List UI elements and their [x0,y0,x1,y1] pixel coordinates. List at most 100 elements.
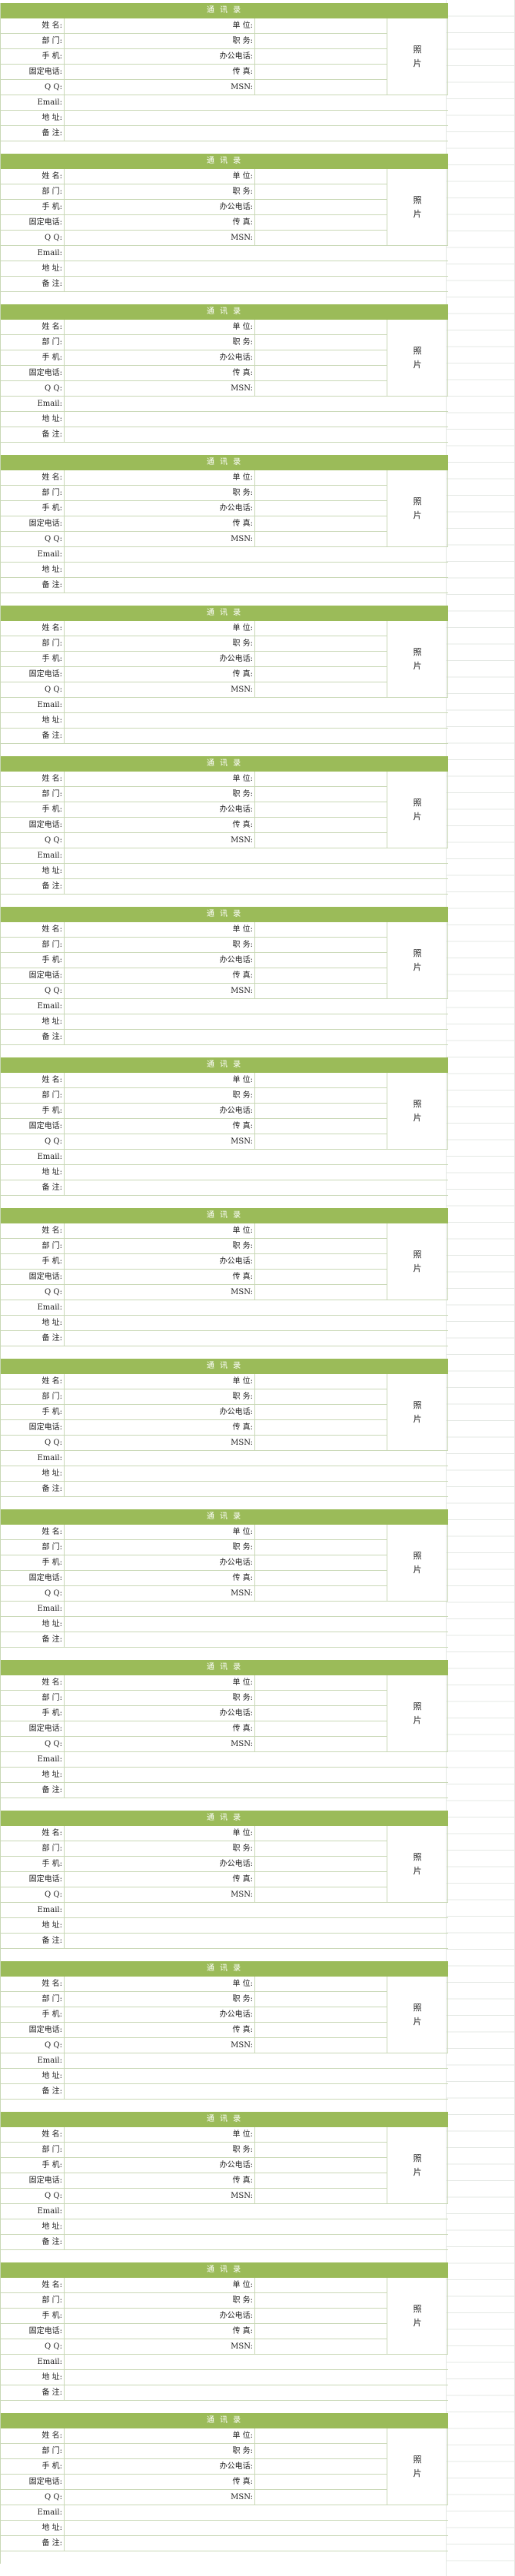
dept-field[interactable] [64,1389,193,1404]
photo-box[interactable]: 照片 [387,1223,448,1300]
qq-field[interactable] [64,1436,193,1450]
fax-field[interactable] [254,2173,387,2188]
name-field[interactable] [64,621,193,636]
address-field[interactable] [64,1466,448,1481]
fax-field[interactable] [254,1721,387,1736]
name-field[interactable] [64,470,193,485]
company-field[interactable] [254,320,387,334]
address-field[interactable] [64,111,448,125]
dept-field[interactable] [64,335,193,350]
qq-field[interactable] [64,1586,193,1601]
company-field[interactable] [254,1675,387,1690]
remark-field[interactable] [64,126,448,141]
company-field[interactable] [254,922,387,937]
fax-field[interactable] [254,1119,387,1134]
landline-field[interactable] [64,65,193,79]
name-field[interactable] [64,2278,193,2292]
msn-field[interactable] [254,1436,387,1450]
address-field[interactable] [64,2069,448,2083]
address-field[interactable] [64,2521,448,2535]
company-field[interactable] [254,772,387,786]
position-field[interactable] [254,2143,387,2157]
address-field[interactable] [64,1014,448,1029]
position-field[interactable] [254,1841,387,1856]
remark-field[interactable] [64,1783,448,1798]
name-field[interactable] [64,1374,193,1389]
position-field[interactable] [254,636,387,651]
photo-box[interactable]: 照片 [387,18,448,95]
address-field[interactable] [64,1165,448,1180]
email-field[interactable] [64,1451,448,1466]
dept-field[interactable] [64,486,193,500]
company-field[interactable] [254,2278,387,2292]
email-field[interactable] [64,397,448,411]
company-field[interactable] [254,2428,387,2443]
remark-field[interactable] [64,2385,448,2400]
dept-field[interactable] [64,1992,193,2007]
position-field[interactable] [254,1088,387,1103]
office-phone-field[interactable] [254,49,387,64]
address-field[interactable] [64,412,448,427]
fax-field[interactable] [254,1420,387,1435]
name-field[interactable] [64,922,193,937]
company-field[interactable] [254,1525,387,1539]
mobile-field[interactable] [64,1857,193,1871]
msn-field[interactable] [254,984,387,998]
msn-field[interactable] [254,532,387,546]
qq-field[interactable] [64,984,193,998]
msn-field[interactable] [254,833,387,848]
landline-field[interactable] [64,2173,193,2188]
fax-field[interactable] [254,1571,387,1585]
msn-field[interactable] [254,2339,387,2354]
mobile-field[interactable] [64,1555,193,1570]
qq-field[interactable] [64,2490,193,2505]
dept-field[interactable] [64,2143,193,2157]
msn-field[interactable] [254,1285,387,1300]
position-field[interactable] [254,184,387,199]
qq-field[interactable] [64,2189,193,2203]
fax-field[interactable] [254,2475,387,2489]
qq-field[interactable] [64,1737,193,1751]
office-phone-field[interactable] [254,501,387,516]
photo-box[interactable]: 照片 [387,922,448,999]
landline-field[interactable] [64,1270,193,1284]
mobile-field[interactable] [64,350,193,365]
photo-box[interactable]: 照片 [387,621,448,698]
mobile-field[interactable] [64,2007,193,2022]
remark-field[interactable] [64,879,448,894]
photo-box[interactable]: 照片 [387,2278,448,2355]
company-field[interactable] [254,1977,387,1991]
position-field[interactable] [254,1691,387,1705]
mobile-field[interactable] [64,953,193,968]
company-field[interactable] [254,1826,387,1841]
position-field[interactable] [254,787,387,802]
mobile-field[interactable] [64,802,193,817]
email-field[interactable] [64,999,448,1014]
landline-field[interactable] [64,2475,193,2489]
company-field[interactable] [254,169,387,184]
name-field[interactable] [64,1073,193,1087]
fax-field[interactable] [254,215,387,230]
photo-box[interactable]: 照片 [387,1374,448,1451]
email-field[interactable] [64,2053,448,2068]
address-field[interactable] [64,1316,448,1330]
fax-field[interactable] [254,2324,387,2339]
name-field[interactable] [64,772,193,786]
dept-field[interactable] [64,2444,193,2458]
fax-field[interactable] [254,2023,387,2037]
dept-field[interactable] [64,1088,193,1103]
dept-field[interactable] [64,938,193,952]
mobile-field[interactable] [64,2158,193,2173]
email-field[interactable] [64,1752,448,1767]
fax-field[interactable] [254,516,387,531]
landline-field[interactable] [64,968,193,983]
mobile-field[interactable] [64,1254,193,1269]
landline-field[interactable] [64,818,193,832]
msn-field[interactable] [254,1586,387,1601]
fax-field[interactable] [254,65,387,79]
remark-field[interactable] [64,2235,448,2249]
name-field[interactable] [64,320,193,334]
office-phone-field[interactable] [254,1555,387,1570]
photo-box[interactable]: 照片 [387,470,448,547]
dept-field[interactable] [64,1540,193,1555]
